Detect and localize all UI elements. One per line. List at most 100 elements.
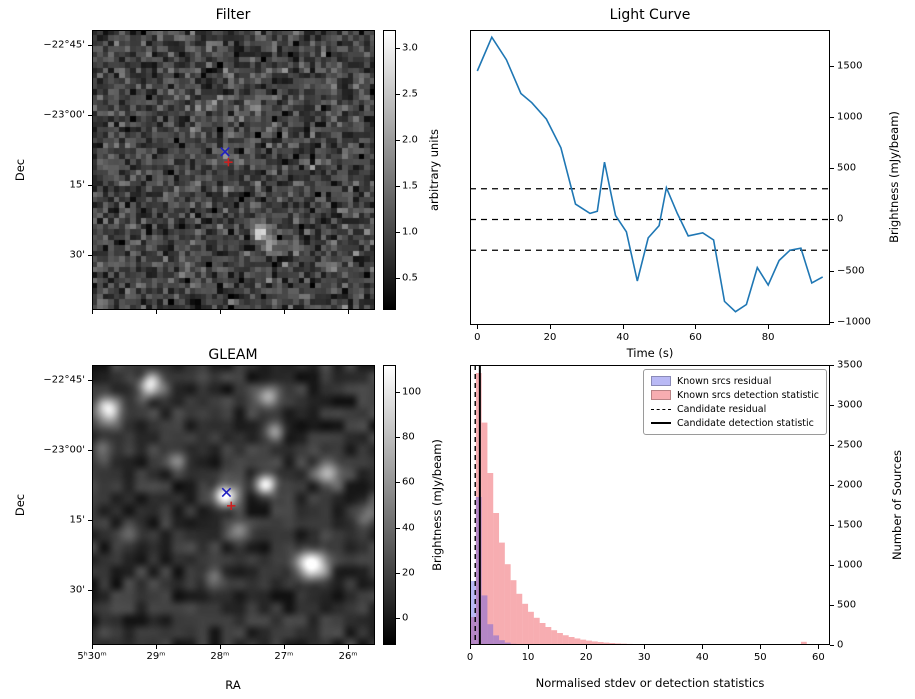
colorbar-tick	[396, 94, 400, 96]
stat-tick	[470, 645, 471, 649]
brightness-tick	[830, 65, 834, 67]
time-tick-label: 40	[616, 332, 630, 343]
ra-tick-label: 5ʰ30ᵐ	[77, 651, 107, 662]
brightness-tick	[830, 219, 834, 221]
stat-tick-label: 20	[579, 652, 593, 663]
legend-item: Candidate detection statistic	[651, 416, 819, 430]
legend-label: Candidate residual	[677, 403, 767, 415]
dec-tick-label: −23°00'	[43, 109, 85, 121]
colorbar-tick	[396, 185, 400, 187]
time-tick	[477, 325, 479, 329]
legend-label: Known srcs residual	[677, 375, 772, 387]
plot-frame	[470, 30, 830, 325]
ra-tick	[92, 645, 93, 649]
stat-tick	[702, 645, 704, 649]
dec-tick	[88, 380, 92, 382]
filter-noise-image	[92, 30, 375, 310]
light-curve-title: Light Curve	[609, 7, 691, 23]
colorbar-tick-label: 40	[402, 522, 415, 534]
image-frame	[92, 30, 375, 310]
colorbar-tick	[396, 277, 400, 279]
detection-statistic-bars	[470, 373, 807, 645]
stat-tick-label: 0	[466, 652, 474, 663]
colorbar-tick	[396, 572, 400, 574]
count-tick	[830, 405, 834, 406]
histogram-x-axis-label: Normalised stdev or detection statistics	[535, 676, 765, 690]
dec-tick	[88, 590, 92, 592]
ra-tick	[219, 310, 221, 314]
count-tick-label: 500	[837, 599, 857, 611]
brightness-tick-label: −1000	[837, 316, 871, 328]
count-tick-label: 1500	[837, 519, 863, 531]
legend-line-swatch	[651, 422, 671, 424]
ra-tick	[92, 310, 93, 314]
colorbar-tick	[396, 48, 400, 50]
count-tick	[830, 365, 834, 366]
light-curve-y-axis-label: Brightness (mJy/beam)	[887, 111, 901, 243]
ra-tick	[348, 310, 350, 314]
filter-y-axis-label: Dec	[13, 158, 27, 182]
count-tick-label: 3500	[837, 359, 863, 371]
gleam-title: GLEAM	[208, 347, 258, 363]
brightness-tick-label: 0	[837, 213, 844, 225]
colorbar-tick-label: 0	[402, 612, 409, 624]
time-tick	[768, 325, 770, 329]
dec-tick	[88, 520, 92, 522]
gleam-panel: GLEAM Dec Brightness (mJy/beam) RA −22°4…	[0, 345, 460, 699]
count-tick	[830, 645, 834, 646]
gleam-colorbar	[383, 365, 396, 645]
colorbar-tick	[396, 482, 400, 484]
brightness-tick	[830, 117, 834, 119]
legend-item: Candidate residual	[651, 402, 819, 416]
legend-label: Known srcs detection statistic	[677, 389, 819, 401]
dec-tick	[88, 45, 92, 47]
filter-colorbar	[383, 30, 396, 310]
count-tick	[830, 605, 834, 606]
ra-tick	[155, 645, 157, 649]
stat-tick	[528, 645, 530, 649]
dec-tick	[88, 450, 92, 452]
ra-tick-label: 27ᵐ	[274, 651, 294, 662]
brightness-tick	[830, 270, 834, 272]
time-tick-label: 20	[543, 332, 557, 343]
dec-tick	[88, 255, 92, 257]
ra-tick-label: 29ᵐ	[146, 651, 166, 662]
brightness-tick-label: 1000	[837, 111, 863, 123]
legend-item: Known srcs detection statistic	[651, 388, 819, 402]
dec-tick	[88, 115, 92, 117]
reference-plus-marker	[227, 501, 236, 511]
colorbar-tick	[396, 527, 400, 529]
dec-tick-label: 30'	[69, 249, 85, 261]
brightness-tick-label: −500	[837, 265, 865, 277]
legend-patch-swatch	[651, 376, 671, 386]
ra-tick	[283, 645, 285, 649]
legend-patch-swatch	[651, 390, 671, 400]
legend-line-swatch	[651, 408, 671, 410]
stat-tick-label: 50	[753, 652, 767, 663]
dec-tick-label: −22°45'	[43, 39, 85, 51]
time-tick	[695, 325, 697, 329]
dec-tick	[88, 185, 92, 187]
dec-tick-label: −22°45'	[43, 374, 85, 386]
stat-tick-label: 30	[637, 652, 651, 663]
stat-tick	[586, 645, 588, 649]
histogram-y-axis-label: Number of Sources	[890, 449, 904, 561]
colorbar-tick-label: 80	[402, 431, 415, 443]
time-tick-label: 80	[761, 332, 775, 343]
stat-tick	[818, 645, 820, 649]
colorbar-tick-label: 60	[402, 476, 415, 488]
brightness-tick-label: 500	[837, 162, 857, 174]
time-tick-label: 0	[474, 332, 481, 343]
filter-marker-overlay	[92, 30, 375, 310]
count-tick-label: 2500	[837, 439, 863, 451]
gleam-sky-image	[92, 365, 375, 645]
brightness-tick-label: 1500	[837, 60, 863, 72]
dec-tick-label: 30'	[69, 584, 85, 596]
ra-tick	[283, 310, 285, 314]
light-curve-line	[476, 35, 824, 313]
brightness-tick	[830, 168, 834, 170]
colorbar-tick	[396, 617, 400, 619]
count-tick	[830, 485, 834, 486]
candidate-cross-marker	[220, 147, 230, 157]
